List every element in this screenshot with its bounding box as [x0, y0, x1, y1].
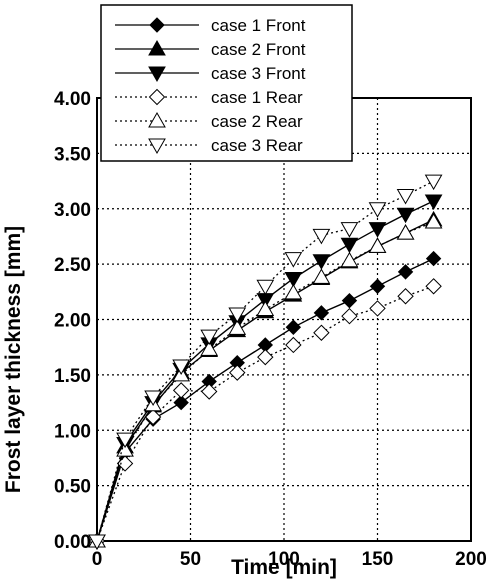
y-tick-label: 1.50	[54, 366, 91, 387]
y-tick-label: 4.00	[54, 89, 91, 110]
legend-label: case 3 Front	[211, 64, 306, 83]
series-line	[96, 221, 434, 542]
data-point-marker	[228, 307, 247, 323]
data-point-marker	[116, 432, 134, 449]
data-point-marker	[397, 288, 414, 305]
data-point-marker	[425, 250, 442, 267]
data-point-marker	[340, 251, 359, 268]
y-tick-label: 2.00	[54, 311, 91, 332]
data-point-marker	[88, 534, 106, 551]
x-axis-title: Time [min]	[231, 556, 337, 579]
y-tick-label: 1.00	[54, 421, 91, 442]
series-case-2-front	[88, 210, 443, 548]
data-point-marker	[173, 394, 189, 411]
legend-label: case 2 Front	[211, 40, 306, 59]
data-point-marker	[341, 292, 358, 309]
series-case-3-front	[88, 194, 443, 551]
data-point-marker	[313, 324, 330, 341]
y-axis-title: Frost layer thickness [mm]	[2, 226, 25, 493]
legend-label: case 3 Rear	[211, 136, 303, 155]
x-tick-label: 200	[455, 549, 487, 570]
y-tick-label: 3.00	[54, 200, 91, 221]
legend-marker	[148, 111, 166, 128]
y-tick-label: 2.50	[54, 255, 91, 276]
legend-marker	[148, 88, 166, 106]
legend-box	[100, 4, 353, 162]
data-point-marker	[228, 319, 247, 335]
data-point-marker	[396, 188, 415, 205]
data-point-marker	[256, 279, 275, 296]
grid	[97, 98, 471, 541]
data-point-marker	[229, 364, 246, 381]
y-tick-label: 0.50	[54, 477, 91, 498]
data-point-marker	[396, 224, 415, 240]
data-point-marker	[425, 278, 442, 295]
data-point-marker	[285, 336, 302, 354]
tick-labels: 0.00 0.50 1.00 1.50 2.00 2.50 3.00 3.50 4.00 0 50 1…	[54, 89, 487, 570]
data-point-marker	[396, 207, 415, 224]
legend-marker	[149, 17, 165, 33]
data-point-marker	[312, 228, 331, 245]
legend-marker	[148, 138, 166, 155]
data-point-marker	[284, 283, 303, 300]
data-point-marker	[200, 340, 219, 356]
legend-marker	[148, 39, 166, 56]
x-tick-label: 50	[180, 549, 201, 570]
legend-label: case 1 Rear	[211, 88, 303, 107]
data-point-marker	[116, 455, 134, 472]
legend-label: case 2 Rear	[211, 112, 303, 131]
data-point-marker	[424, 174, 443, 191]
data-point-marker	[172, 359, 191, 376]
data-point-marker	[397, 264, 414, 280]
data-point-marker	[369, 300, 386, 317]
data-point-marker	[368, 202, 387, 218]
data-point-marker	[341, 307, 358, 325]
data-point-marker	[144, 390, 162, 407]
legend-marker	[148, 66, 166, 83]
data-point-marker	[200, 329, 219, 346]
series-layer	[88, 174, 443, 551]
data-point-marker	[368, 237, 387, 253]
data-point-marker	[257, 348, 274, 366]
series-case-3-rear	[88, 174, 443, 551]
x-tick-label: 100	[268, 549, 300, 570]
y-tick-label: 0.00	[54, 532, 91, 553]
legend: case 1 Front case 2 Front case 3 Front case…	[100, 4, 353, 162]
data-point-marker	[313, 305, 330, 321]
data-point-marker	[144, 408, 162, 426]
data-point-marker	[200, 383, 218, 400]
x-tick-label: 0	[92, 549, 103, 570]
data-point-marker	[424, 194, 443, 211]
data-point-marker	[312, 268, 331, 284]
data-point-marker	[369, 278, 386, 294]
legend-label: case 1 Front	[211, 16, 306, 35]
x-tick-label: 150	[362, 549, 394, 570]
data-point-marker	[284, 272, 303, 288]
data-point-marker	[368, 222, 387, 238]
data-point-marker	[312, 254, 331, 270]
data-point-marker	[284, 252, 303, 268]
y-tick-label: 3.50	[54, 144, 91, 165]
data-point-marker	[340, 222, 359, 238]
data-point-marker	[285, 319, 302, 335]
data-point-marker	[172, 382, 190, 399]
data-point-marker	[424, 213, 443, 229]
series-line	[96, 219, 434, 542]
data-point-marker	[340, 237, 359, 254]
data-point-marker	[256, 300, 275, 317]
